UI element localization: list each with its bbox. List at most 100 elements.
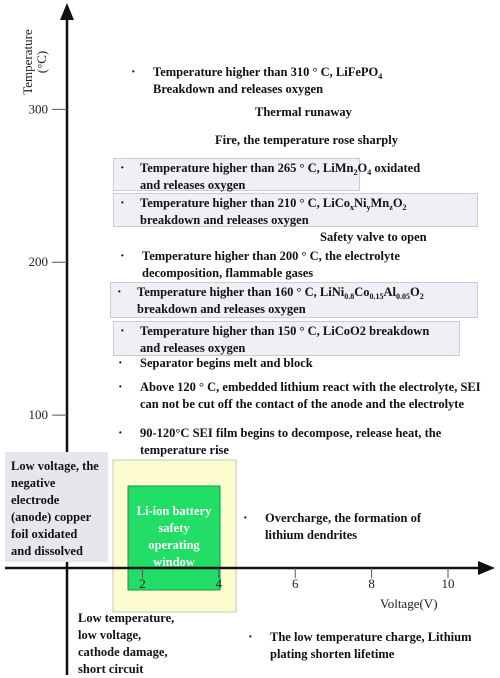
- annotation: Above 120 ° C, embedded lithium react wi…: [118, 379, 481, 413]
- annotation: Overcharge, the formation of lithium dend…: [243, 510, 421, 544]
- text: plating shorten lifetime: [270, 647, 395, 661]
- annotation-line: operating: [128, 537, 220, 554]
- text: short circuit: [78, 662, 144, 676]
- subscript: 0.15: [369, 292, 384, 301]
- annotation-line: Temperature higher than 200 ° C, the ele…: [142, 248, 400, 265]
- annotation-line: Above 120 ° C, embedded lithium react wi…: [140, 379, 481, 396]
- text: O: [357, 161, 368, 175]
- annotation-line: low voltage,: [78, 627, 174, 644]
- annotation-line: Breakdown and releases oxygen: [153, 81, 382, 98]
- annotation-line: short circuit: [78, 661, 174, 678]
- annotation-line: lithium dendrites: [265, 527, 421, 544]
- annotation-line: decomposition, flammable gases: [142, 265, 400, 282]
- text: Temperature higher than 310 ° C, LiFePO: [153, 65, 379, 79]
- text: Above 120 ° C, embedded lithium react wi…: [140, 380, 481, 394]
- text: (anode) copper: [11, 510, 92, 524]
- x-tick-label: 4: [216, 576, 223, 591]
- subscript: z: [389, 203, 393, 212]
- y-tick-label: 300: [29, 101, 49, 116]
- subscript: y: [366, 203, 371, 212]
- annotation-line: temperature rise: [140, 442, 441, 459]
- annotation: 90-120°C SEI film begins to decompose, r…: [118, 425, 441, 459]
- y-axis-label: Temperature: [20, 29, 35, 95]
- annotation-line: Temperature higher than 310 ° C, LiFePO4: [153, 64, 382, 81]
- annotation-line: 90-120°C SEI film begins to decompose, r…: [140, 425, 441, 442]
- annotation: Safety valve to open: [320, 229, 427, 246]
- text: Low temperature,: [78, 611, 175, 625]
- text: Ni: [354, 196, 367, 210]
- subscript: x: [350, 203, 354, 212]
- annotation: Low voltage, the negative electrode (anode)…: [5, 452, 108, 562]
- text: decomposition, flammable gases: [142, 266, 314, 280]
- annotation-line: Li-ion battery: [128, 503, 220, 520]
- text: Separator begins melt and block: [140, 356, 313, 370]
- text: Temperature higher than 160 ° C, LiNi: [137, 285, 345, 299]
- annotation: Temperature higher than 150 ° C, LiCoO2 …: [113, 321, 460, 356]
- annotation-line: Temperature higher than 150 ° C, LiCoO2 …: [140, 323, 459, 340]
- annotation: Temperature higher than 160 ° C, LiNi0.8…: [110, 282, 478, 318]
- y-tick-label: 200: [29, 254, 49, 269]
- text: Mn: [370, 196, 390, 210]
- text: lithium dendrites: [265, 528, 358, 542]
- x-tick-label: 10: [441, 576, 454, 591]
- x-tick-label: 8: [368, 576, 375, 591]
- text: O: [392, 196, 403, 210]
- annotation-line: Temperature higher than 265 ° C, LiMn2O4…: [140, 160, 420, 177]
- text: oxidated: [371, 161, 421, 175]
- annotation-line: Low temperature,: [78, 610, 174, 627]
- x-tick-label: 6: [292, 576, 299, 591]
- text: Fire, the temperature rose sharply: [215, 133, 398, 147]
- text: Thermal runaway: [255, 105, 352, 119]
- annotation: Temperature higher than 210 ° C, LiCoxNi…: [113, 193, 478, 227]
- text: breakdown and releases oxygen: [137, 302, 306, 316]
- annotation: Temperature higher than 265 ° C, LiMn2O4…: [113, 158, 420, 192]
- text: Temperature higher than 210 ° C, LiCo: [140, 196, 350, 210]
- subscript: 4: [367, 168, 372, 177]
- annotation-line: cathode damage,: [78, 644, 174, 661]
- annotation: The low temperature charge, Lithium plati…: [248, 629, 472, 663]
- subscript: 0.8: [344, 292, 355, 301]
- annotation-line: Low voltage, the: [11, 458, 108, 475]
- annotation: Fire, the temperature rose sharply: [215, 132, 398, 149]
- text: 90-120°C SEI film begins to decompose, r…: [140, 426, 442, 440]
- text: Overcharge, the formation of: [265, 511, 421, 525]
- safety-window: [127, 485, 221, 591]
- text: temperature rise: [140, 443, 229, 457]
- annotation-line: Thermal runaway: [255, 104, 352, 121]
- text: operating: [148, 538, 200, 552]
- text: Temperature higher than 200 ° C, the ele…: [142, 249, 400, 263]
- annotation: Low temperature, low voltage, cathode dama…: [78, 610, 174, 678]
- annotation-line: foil oxidated: [11, 526, 108, 543]
- annotation: Temperature higher than 200 ° C, the ele…: [120, 248, 400, 282]
- annotation: Li-ion battery safety operating window: [128, 503, 220, 571]
- annotation-line: (anode) copper: [11, 509, 108, 526]
- text: electrode: [11, 493, 60, 507]
- y-tick-label: 100: [29, 407, 49, 422]
- annotation-line: and releases oxygen: [140, 340, 459, 357]
- text: cathode damage,: [78, 645, 168, 659]
- annotation-line: can not be cut off the contact of the an…: [140, 396, 481, 413]
- text: Li-ion battery: [136, 504, 212, 518]
- annotation-line: breakdown and releases oxygen: [140, 212, 477, 229]
- subscript: 2: [353, 168, 358, 177]
- annotation-line: The low temperature charge, Lithium: [270, 629, 471, 646]
- text: Safety valve to open: [320, 230, 427, 244]
- text: negative: [11, 476, 56, 490]
- y-axis-label: (°C): [34, 51, 49, 74]
- text: foil oxidated: [11, 527, 78, 541]
- annotation-line: Fire, the temperature rose sharply: [215, 132, 398, 149]
- text: Al: [383, 285, 397, 299]
- annotation-line: window: [128, 554, 220, 571]
- annotation-line: and dissolved: [11, 543, 108, 560]
- subscript: 0.05: [396, 292, 410, 301]
- y-arrow: [60, 3, 74, 20]
- text: safety: [158, 521, 190, 535]
- annotation: Temperature higher than 310 ° C, LiFePO4…: [131, 64, 382, 98]
- annotation-line: negative: [11, 475, 108, 492]
- x-arrow: [478, 561, 495, 575]
- annotation-line: Temperature higher than 160 ° C, LiNi0.8…: [137, 284, 477, 301]
- subscript: 2: [419, 292, 424, 301]
- subscript: 4: [378, 72, 383, 81]
